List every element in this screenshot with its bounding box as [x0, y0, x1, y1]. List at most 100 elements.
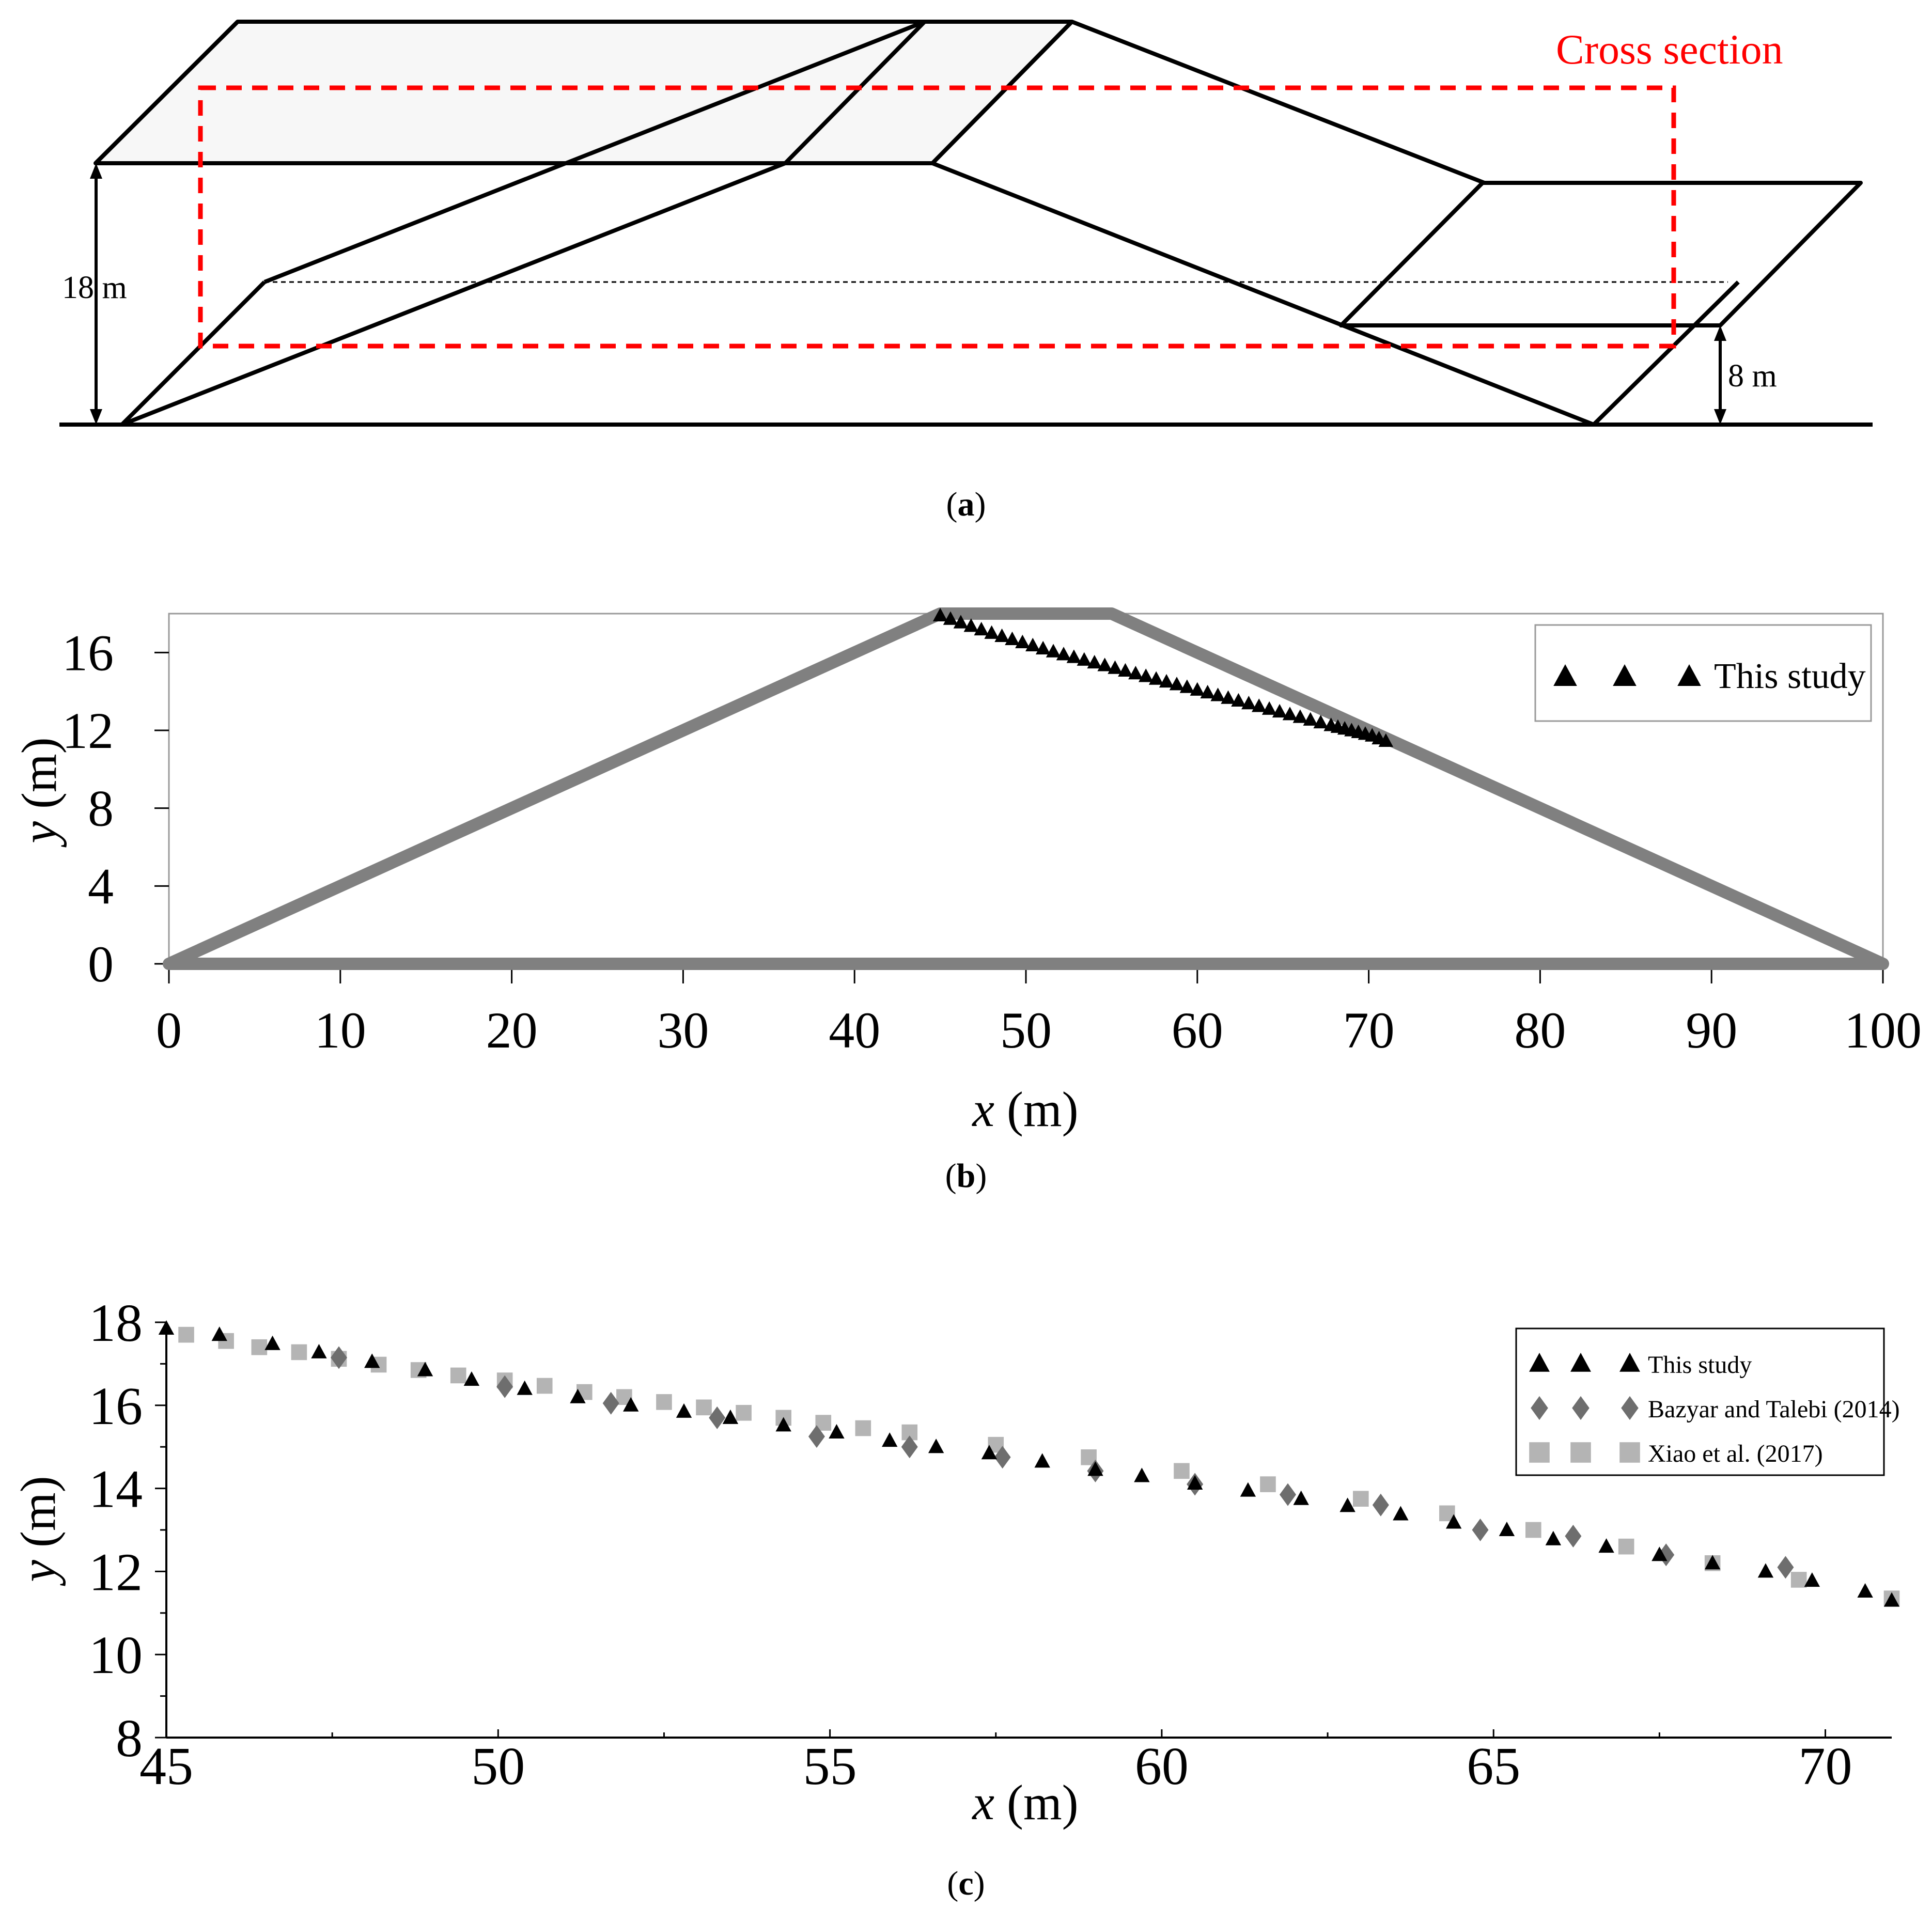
height-label-8m: 8 m [1728, 358, 1777, 394]
data-point-this-study [984, 625, 999, 639]
data-point-bazyar-and-talebi-2014 [808, 1425, 825, 1448]
x-tick-label: 30 [657, 1002, 709, 1059]
data-point-this-study [264, 1335, 281, 1350]
x-tick-label: 50 [1000, 1002, 1052, 1059]
data-point-this-study [1066, 649, 1082, 663]
data-point-this-study [1034, 1453, 1050, 1468]
data-point-xiao-et-al-2017 [1790, 1572, 1807, 1588]
data-point-this-study [1077, 652, 1092, 666]
data-point-bazyar-and-talebi-2014 [901, 1435, 918, 1459]
data-point-this-study [311, 1343, 327, 1358]
data-point-this-study [1118, 663, 1133, 677]
y-tick-labels: 8 10 12 14 16 18 [89, 1293, 143, 1768]
data-point-this-study [1393, 1506, 1409, 1521]
y-tick-label: 14 [89, 1460, 143, 1519]
data-point-xiao-et-al-2017 [1618, 1538, 1634, 1555]
legend-marker-bazyar-and-talebi-2014 [1531, 1396, 1548, 1420]
data-point-this-study [1240, 1482, 1256, 1497]
x-axis-label: x (m) [971, 1775, 1078, 1830]
panel-a-caption: (a) [946, 486, 986, 523]
legend-marker-bazyar-and-talebi-2014 [1572, 1396, 1590, 1420]
legend-label-xiao: Xiao et al. (2017) [1648, 1440, 1823, 1467]
panel-a-diagram: Cross section 18 m 8 m (a) [59, 20, 1873, 523]
data-point-this-study [1339, 1497, 1355, 1512]
data-point-xiao-et-al-2017 [855, 1420, 871, 1436]
data-point-this-study [1005, 631, 1020, 645]
series-xiao-2017 [178, 1326, 1900, 1606]
legend-marker-xiao-et-al-2017 [1570, 1442, 1591, 1463]
data-point-this-study [364, 1353, 380, 1368]
crest-plane [94, 20, 1074, 165]
data-point-xiao-et-al-2017 [536, 1378, 553, 1394]
x-tick-labels: 0 10 20 30 40 50 60 70 80 90 100 [156, 1002, 1922, 1059]
dam-outline-line [163, 607, 1889, 970]
x-tick-label: 10 [315, 1002, 366, 1059]
x-tick-label: 100 [1844, 1002, 1922, 1059]
data-point-this-study [211, 1326, 227, 1341]
panel-b-chart: 0 10 20 30 40 50 60 70 80 90 100 0 4 8 12 16 x (m) y (… [11, 607, 1922, 1195]
data-point-xiao-et-al-2017 [736, 1404, 752, 1421]
data-point-this-study [953, 615, 969, 629]
data-point-this-study [928, 1439, 944, 1453]
data-point-this-study [1651, 1546, 1668, 1561]
data-point-bazyar-and-talebi-2014 [1280, 1483, 1296, 1506]
x-tick-label: 50 [471, 1737, 525, 1796]
data-point-this-study [981, 1445, 998, 1460]
series-this-study [932, 607, 1394, 747]
data-point-this-study [1187, 1475, 1203, 1490]
data-point-this-study [158, 1320, 175, 1335]
legend-markers [1529, 1353, 1640, 1463]
height-arrow-8m [1714, 325, 1726, 425]
data-point-this-study [932, 607, 948, 622]
x-tick-label: 60 [1135, 1737, 1189, 1796]
data-point-xiao-et-al-2017 [178, 1326, 194, 1343]
y-tick-label: 16 [89, 1377, 143, 1436]
legend-marker-xiao-et-al-2017 [1619, 1442, 1640, 1463]
data-point-this-study [1272, 703, 1287, 718]
data-point-bazyar-and-talebi-2014 [1777, 1556, 1794, 1579]
legend-label-this-study: This study [1714, 656, 1866, 696]
x-tick-label: 0 [156, 1002, 182, 1059]
data-point-this-study [1097, 658, 1112, 671]
data-point-this-study [1545, 1530, 1562, 1545]
y-tick-label: 12 [62, 702, 114, 759]
data-point-this-study [1231, 693, 1246, 707]
downstream-bench [1339, 181, 1863, 327]
crest-inner-edge-2 [931, 20, 1073, 165]
data-point-this-study [1200, 684, 1215, 699]
data-point-this-study [1056, 647, 1071, 661]
y-tick-label: 8 [116, 1709, 143, 1768]
tick-marks [155, 1321, 1827, 1739]
y-tick-label: 12 [89, 1542, 143, 1602]
data-point-this-study [1857, 1583, 1873, 1598]
y-tick-label: 0 [88, 935, 114, 993]
y-tick-label: 10 [89, 1625, 143, 1685]
data-point-this-study [1804, 1572, 1820, 1587]
data-point-this-study [974, 621, 989, 636]
legend: This study [1534, 624, 1872, 722]
y-axis-label: y (m) [10, 1476, 66, 1586]
downstream-toe-right [1592, 280, 1740, 426]
data-point-bazyar-and-talebi-2014 [602, 1392, 619, 1415]
x-tick-label: 20 [486, 1002, 538, 1059]
data-point-this-study [943, 611, 958, 625]
legend-marker-this-study [1529, 1353, 1550, 1372]
data-point-xiao-et-al-2017 [251, 1339, 268, 1355]
legend-marker-this-study [1570, 1353, 1591, 1372]
data-point-this-study [1128, 666, 1143, 680]
data-point-this-study [1190, 682, 1205, 696]
data-point-this-study [676, 1403, 692, 1418]
data-point-this-study [570, 1388, 586, 1403]
data-point-this-study [1046, 644, 1061, 658]
crest-left-edge [94, 20, 239, 165]
data-point-this-study [1251, 698, 1267, 712]
data-point-xiao-et-al-2017 [291, 1344, 307, 1361]
data-point-this-study [1179, 679, 1195, 693]
data-point-bazyar-and-talebi-2014 [709, 1406, 726, 1429]
data-point-this-study [1148, 671, 1164, 685]
x-tick-label: 40 [829, 1002, 880, 1059]
legend-marker-this-study [1677, 664, 1701, 686]
y-tick-labels: 0 4 8 12 16 [62, 624, 114, 993]
data-point-this-study [1261, 701, 1277, 715]
y-tick-label: 8 [88, 780, 114, 837]
